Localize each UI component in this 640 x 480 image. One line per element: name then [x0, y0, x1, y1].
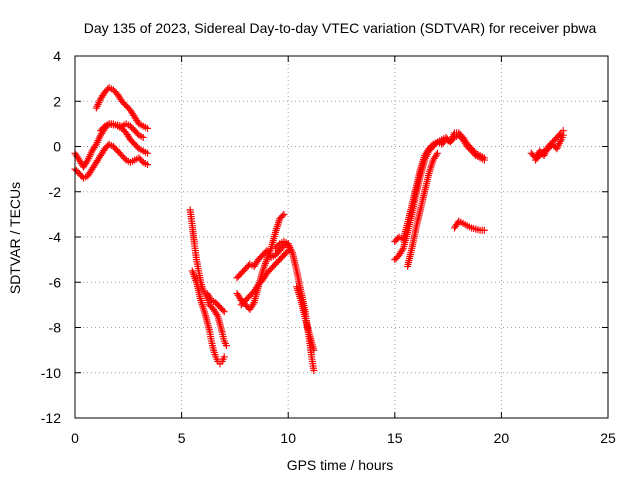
y-tick-label: -4	[49, 229, 62, 245]
x-tick-label: 5	[178, 430, 186, 446]
y-tick-label: -12	[41, 410, 61, 426]
data-point-marker	[222, 342, 230, 350]
series-arc-4	[97, 120, 147, 141]
y-axis-ticks: -12 -10 -8 -6 -4 -2 0 2 4	[41, 48, 608, 426]
plot-frame	[74, 55, 609, 419]
data-point-marker	[470, 148, 478, 156]
data-point-marker	[249, 300, 257, 308]
data-point-marker	[143, 124, 151, 132]
data-point-marker	[99, 124, 107, 132]
data-point-marker	[280, 210, 288, 218]
data-point-marker	[428, 142, 436, 150]
data-points	[71, 84, 567, 374]
data-point-marker	[220, 308, 228, 316]
x-axis-ticks: 0 5 10 15 20 25	[71, 56, 616, 446]
series-arc-7	[203, 290, 228, 316]
series-arc-12	[293, 283, 318, 354]
data-point-marker	[398, 246, 406, 254]
data-point-marker	[310, 366, 318, 374]
y-tick-label: -10	[41, 365, 61, 381]
data-point-marker	[279, 212, 287, 220]
x-axis-label: GPS time / hours	[287, 457, 394, 473]
chart-title: Day 135 of 2023, Sidereal Day-to-day VTE…	[84, 20, 597, 36]
data-point-marker	[139, 133, 147, 141]
data-point-marker	[480, 154, 488, 162]
series-arc-17	[527, 127, 567, 162]
series-arc-5	[186, 206, 230, 350]
series-arc-10	[237, 247, 292, 309]
grid-lines	[75, 56, 608, 418]
data-point-marker	[138, 157, 146, 165]
data-point-marker	[121, 155, 129, 163]
series-arc-3	[92, 84, 151, 132]
x-tick-label: 15	[387, 430, 403, 446]
data-point-marker	[213, 310, 221, 318]
series-arc-9	[233, 240, 292, 282]
data-point-marker	[83, 158, 91, 166]
y-axis-label: SDTVAR / TECUs	[7, 182, 23, 294]
series-arc-14	[391, 129, 488, 246]
data-point-marker	[274, 241, 282, 249]
data-point-marker	[143, 161, 151, 169]
data-point-marker	[219, 306, 227, 314]
data-point-marker	[283, 248, 291, 256]
series-arc-16	[450, 217, 488, 234]
y-tick-label: -2	[49, 184, 62, 200]
y-tick-label: -8	[49, 320, 62, 336]
data-point-marker	[134, 130, 142, 138]
data-point-marker	[480, 226, 488, 234]
x-tick-label: 0	[71, 430, 79, 446]
data-point-marker	[310, 346, 318, 354]
data-point-marker	[279, 244, 287, 252]
series-arc-1	[71, 140, 151, 182]
data-point-marker	[559, 131, 567, 139]
data-point-marker	[134, 143, 142, 151]
y-tick-label: -6	[49, 274, 62, 290]
y-tick-label: 2	[53, 93, 61, 109]
x-tick-label: 10	[280, 430, 296, 446]
series-arc-18	[532, 131, 567, 164]
x-tick-label: 20	[494, 430, 510, 446]
y-tick-label: 4	[53, 48, 61, 64]
series-arc-15	[404, 149, 441, 270]
data-point-marker	[220, 353, 228, 361]
x-tick-label: 25	[600, 430, 616, 446]
y-tick-label: 0	[53, 139, 61, 155]
data-point-marker	[143, 149, 151, 157]
data-point-marker	[91, 142, 99, 150]
data-point-marker	[539, 149, 547, 157]
data-point-marker	[432, 151, 440, 159]
series-arc-6	[188, 267, 228, 368]
data-point-marker	[433, 149, 441, 157]
